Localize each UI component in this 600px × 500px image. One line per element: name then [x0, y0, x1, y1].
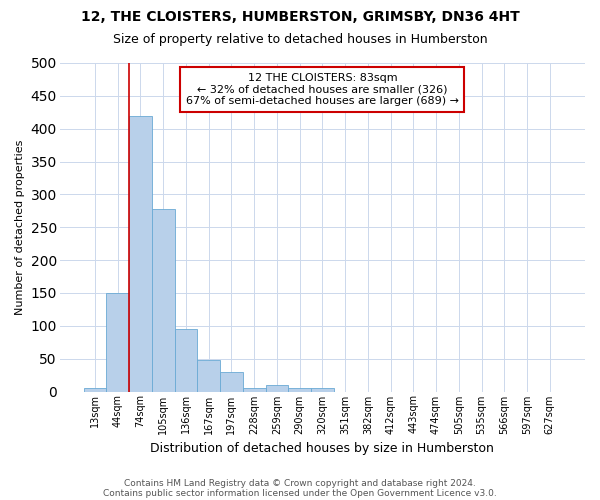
Text: 12 THE CLOISTERS: 83sqm  
← 32% of detached houses are smaller (326)
67% of semi: 12 THE CLOISTERS: 83sqm ← 32% of detache…	[186, 73, 459, 106]
Bar	[243, 388, 266, 392]
Bar	[266, 385, 288, 392]
Bar	[175, 329, 197, 392]
Bar	[129, 116, 152, 392]
Bar	[106, 293, 129, 392]
Bar	[197, 360, 220, 392]
Text: Contains HM Land Registry data © Crown copyright and database right 2024.: Contains HM Land Registry data © Crown c…	[124, 478, 476, 488]
Bar	[152, 209, 175, 392]
Text: 12, THE CLOISTERS, HUMBERSTON, GRIMSBY, DN36 4HT: 12, THE CLOISTERS, HUMBERSTON, GRIMSBY, …	[80, 10, 520, 24]
Bar	[288, 388, 311, 392]
Text: Size of property relative to detached houses in Humberston: Size of property relative to detached ho…	[113, 32, 487, 46]
Bar	[83, 388, 106, 392]
Y-axis label: Number of detached properties: Number of detached properties	[15, 140, 25, 315]
Bar	[311, 388, 334, 392]
Text: Contains public sector information licensed under the Open Government Licence v3: Contains public sector information licen…	[103, 488, 497, 498]
X-axis label: Distribution of detached houses by size in Humberston: Distribution of detached houses by size …	[151, 442, 494, 455]
Bar	[220, 372, 243, 392]
